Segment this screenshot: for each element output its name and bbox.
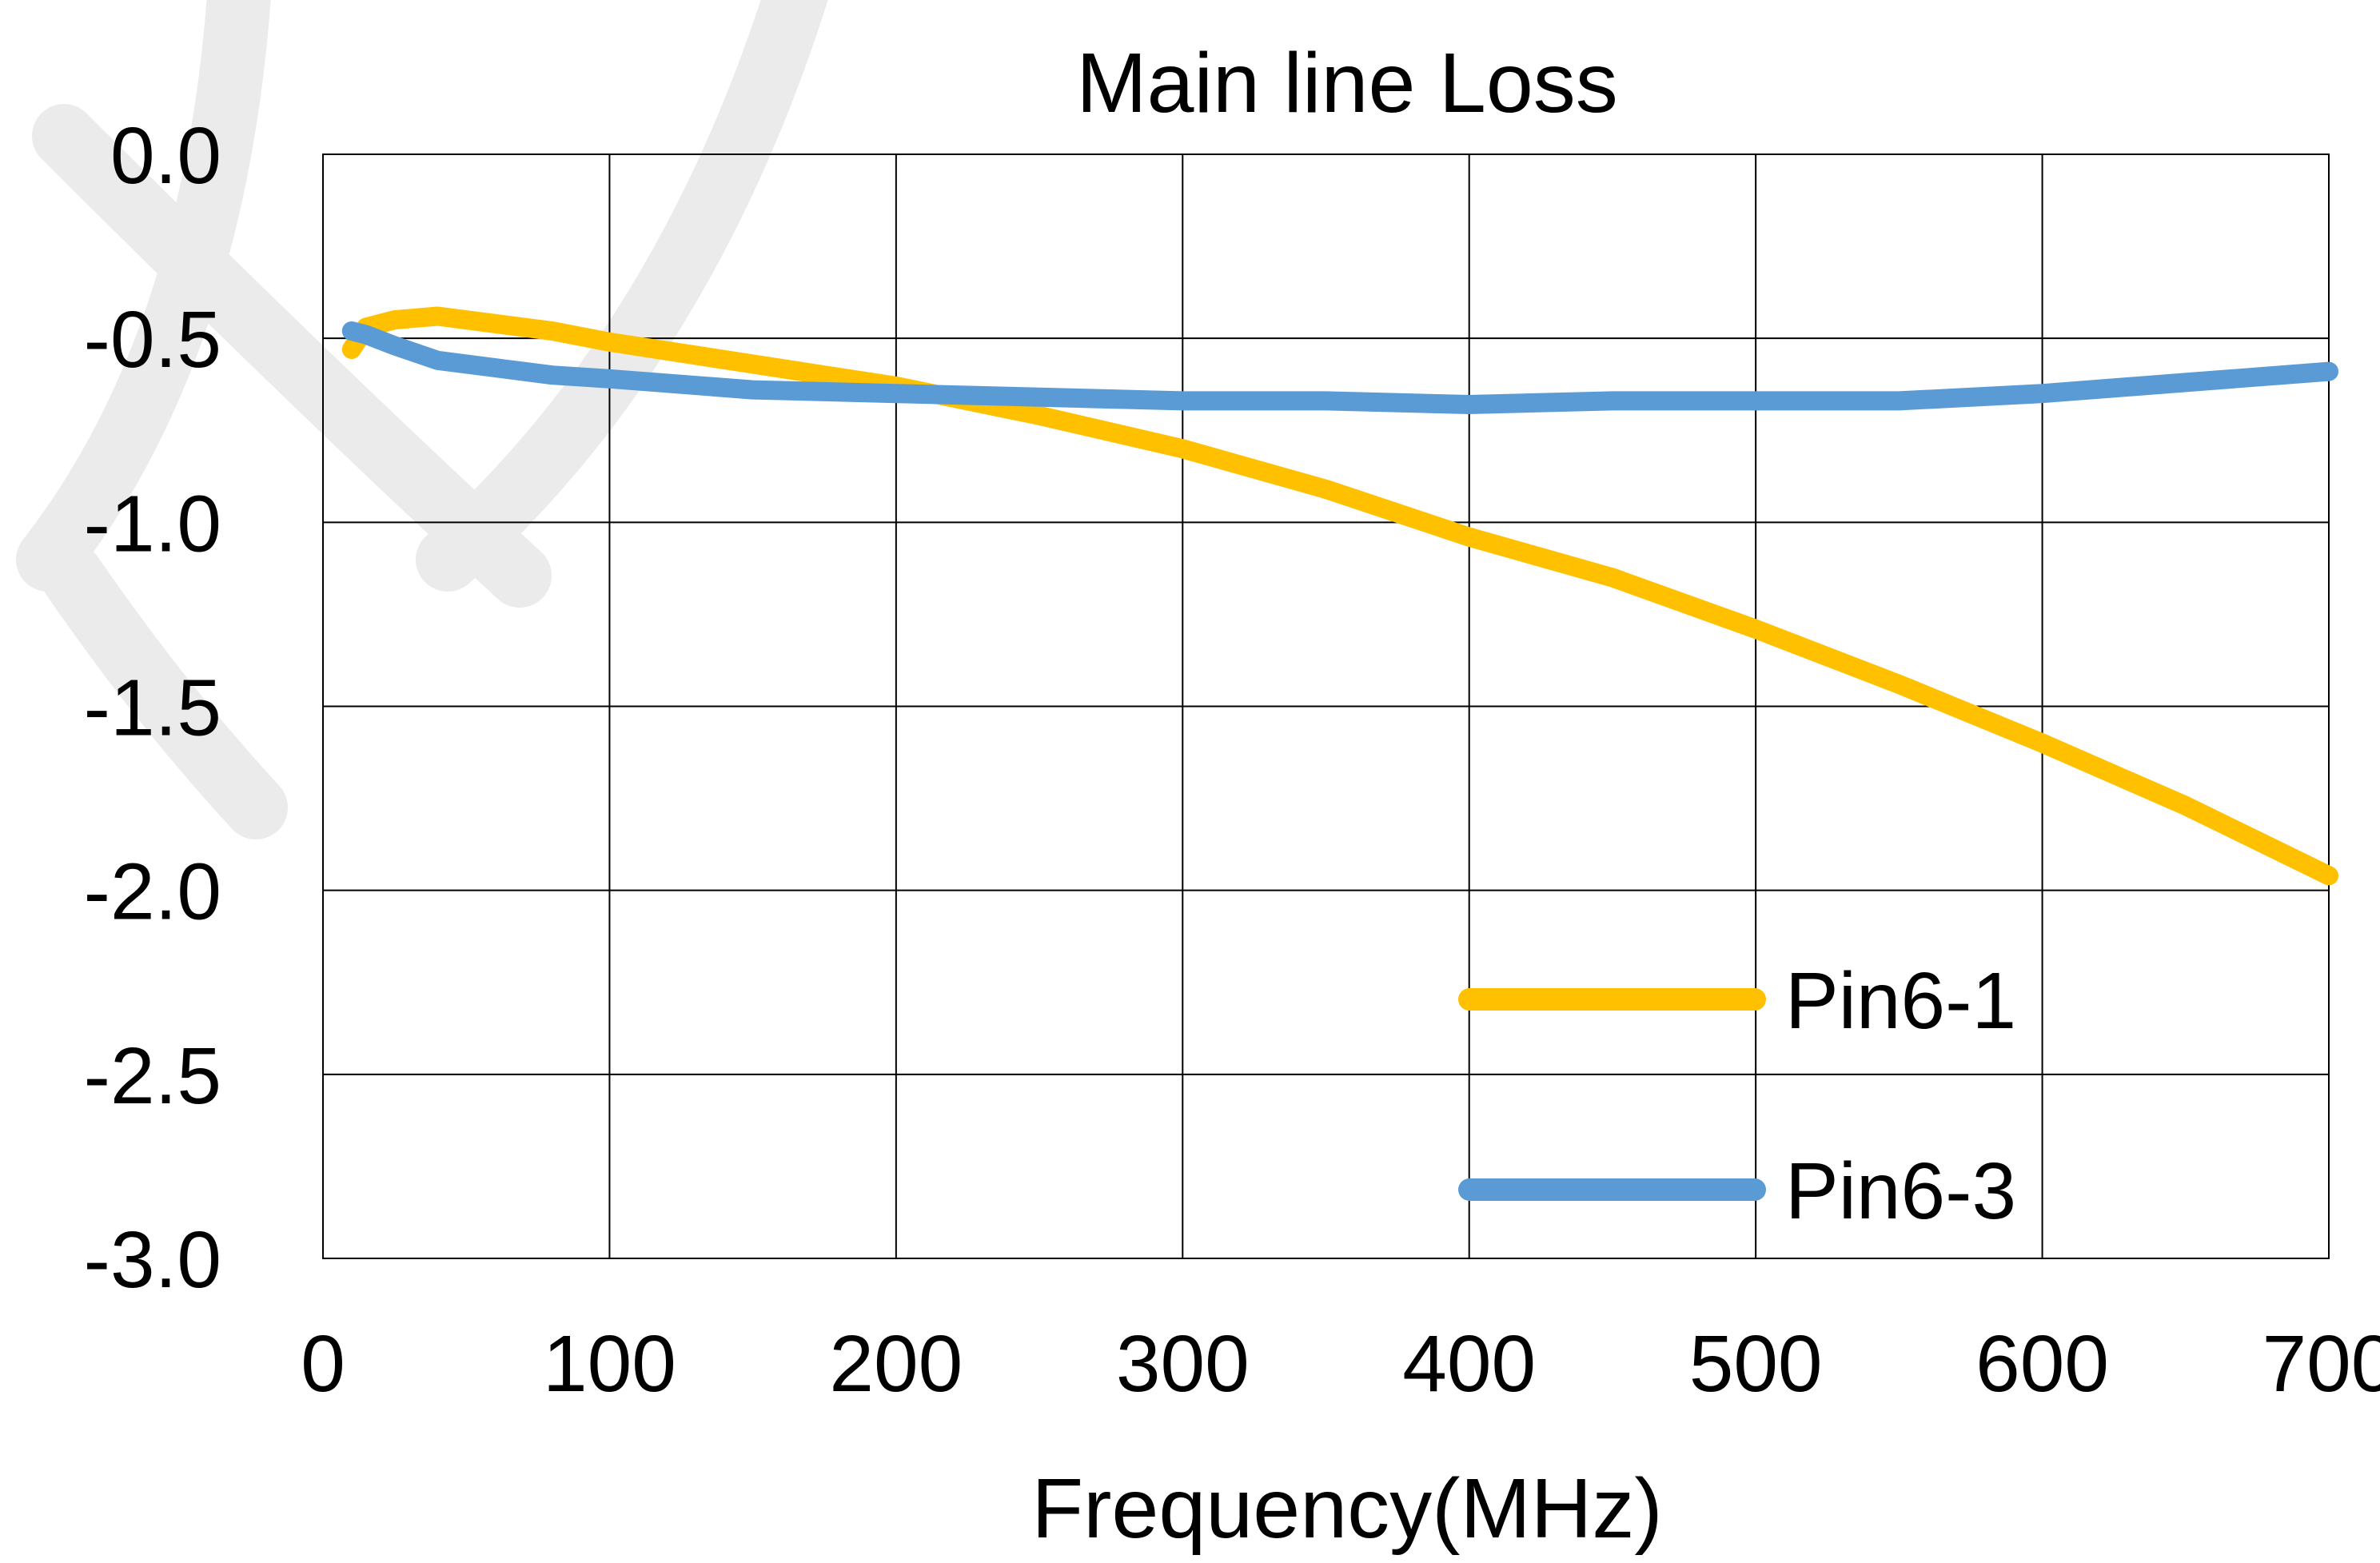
plot-area-border (322, 154, 2330, 1259)
y-tick-label: -1.0 (84, 479, 221, 568)
y-tick-label: -2.0 (84, 847, 221, 937)
x-tick-label: 700 (2262, 1319, 2380, 1409)
y-tick-label: -3.0 (84, 1215, 221, 1305)
y-tick-label: -0.5 (84, 295, 221, 385)
y-tick-label: 0.0 (110, 111, 221, 201)
x-tick-label: 0 (301, 1319, 345, 1409)
series-line-pin6-1 (341, 306, 2338, 886)
x-tick-label: 400 (1402, 1319, 1536, 1409)
x-tick-label: 300 (1116, 1319, 1250, 1409)
legend: Pin6-1 Pin6-3 (1458, 956, 2016, 1236)
y-axis-tick-labels: 0.0 -0.5 -1.0 -1.5 -2.0 -2.5 -3.0 (84, 111, 221, 1305)
x-axis-label: Frequency(MHz) (1031, 1461, 1662, 1556)
x-tick-label: 100 (543, 1319, 676, 1409)
legend-label-pin6-3: Pin6-3 (1785, 1146, 2016, 1236)
x-tick-label: 200 (829, 1319, 963, 1409)
x-axis-tick-labels: 0 100 200 300 400 500 600 700 (301, 1319, 2380, 1409)
y-tick-label: -2.5 (84, 1031, 221, 1121)
legend-label-pin6-1: Pin6-1 (1785, 956, 2016, 1046)
x-tick-label: 500 (1689, 1319, 1823, 1409)
series-line-pin6-3 (341, 321, 2338, 414)
y-tick-label: -1.5 (84, 664, 221, 753)
series-lines (341, 306, 2338, 886)
watermark-logo (16, 0, 828, 839)
chart-title: Main line Loss (1076, 36, 1618, 130)
x-tick-label: 600 (1975, 1319, 2109, 1409)
